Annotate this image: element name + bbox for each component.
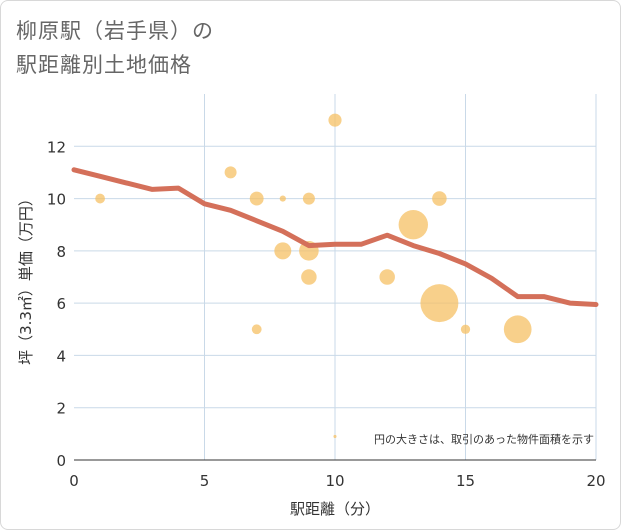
bubble-13	[432, 191, 447, 206]
bubble-12	[398, 210, 428, 240]
bubble-2	[249, 191, 264, 206]
trend-line	[71, 167, 599, 307]
bubble-8	[301, 269, 317, 285]
bubble-6	[302, 192, 315, 205]
y-tick-0: 0	[56, 452, 66, 470]
bubble-16	[503, 315, 532, 344]
bubble-0	[95, 193, 105, 204]
chart-title: 柳原駅（岩手県）の 駅距離別土地価格	[16, 14, 214, 82]
size-note: 円の大きさは、取引のあった物件面積を示す	[374, 432, 594, 446]
y-tick-6: 6	[56, 295, 66, 313]
chart-title-line1: 柳原駅（岩手県）の	[16, 19, 214, 43]
grid-lines	[74, 94, 597, 461]
bubble-5	[274, 242, 292, 260]
y-tick-12: 12	[47, 138, 66, 156]
bubble-10	[333, 434, 337, 439]
x-tick-5: 5	[200, 472, 210, 490]
x-axis-title: 駅距離（分）	[290, 500, 380, 518]
y-tick-10: 10	[47, 191, 66, 209]
y-tick-2: 2	[56, 400, 66, 418]
y-axis-title: 坪（3.3㎡）単価（万円）	[17, 191, 35, 365]
x-tick-0: 0	[69, 472, 79, 490]
chart-title-line2: 駅距離別土地価格	[16, 53, 192, 77]
y-tick-8: 8	[56, 243, 66, 261]
bubble-14	[420, 284, 459, 323]
x-tick-labels: 0 5 10 15 20	[69, 472, 605, 490]
y-tick-4: 4	[56, 347, 66, 365]
y-tick-labels: 0 2 4 6 8 10 12	[47, 138, 66, 470]
bubble-3	[251, 324, 262, 335]
x-tick-15: 15	[456, 472, 475, 490]
x-tick-10: 10	[325, 472, 344, 490]
x-tick-20: 20	[586, 472, 605, 490]
bubble-15	[460, 324, 471, 334]
bubble-1	[224, 166, 237, 179]
bubble-4	[279, 195, 286, 202]
bubbles-layer	[95, 113, 532, 439]
bubble-9	[328, 113, 342, 127]
bubble-11	[379, 269, 395, 285]
